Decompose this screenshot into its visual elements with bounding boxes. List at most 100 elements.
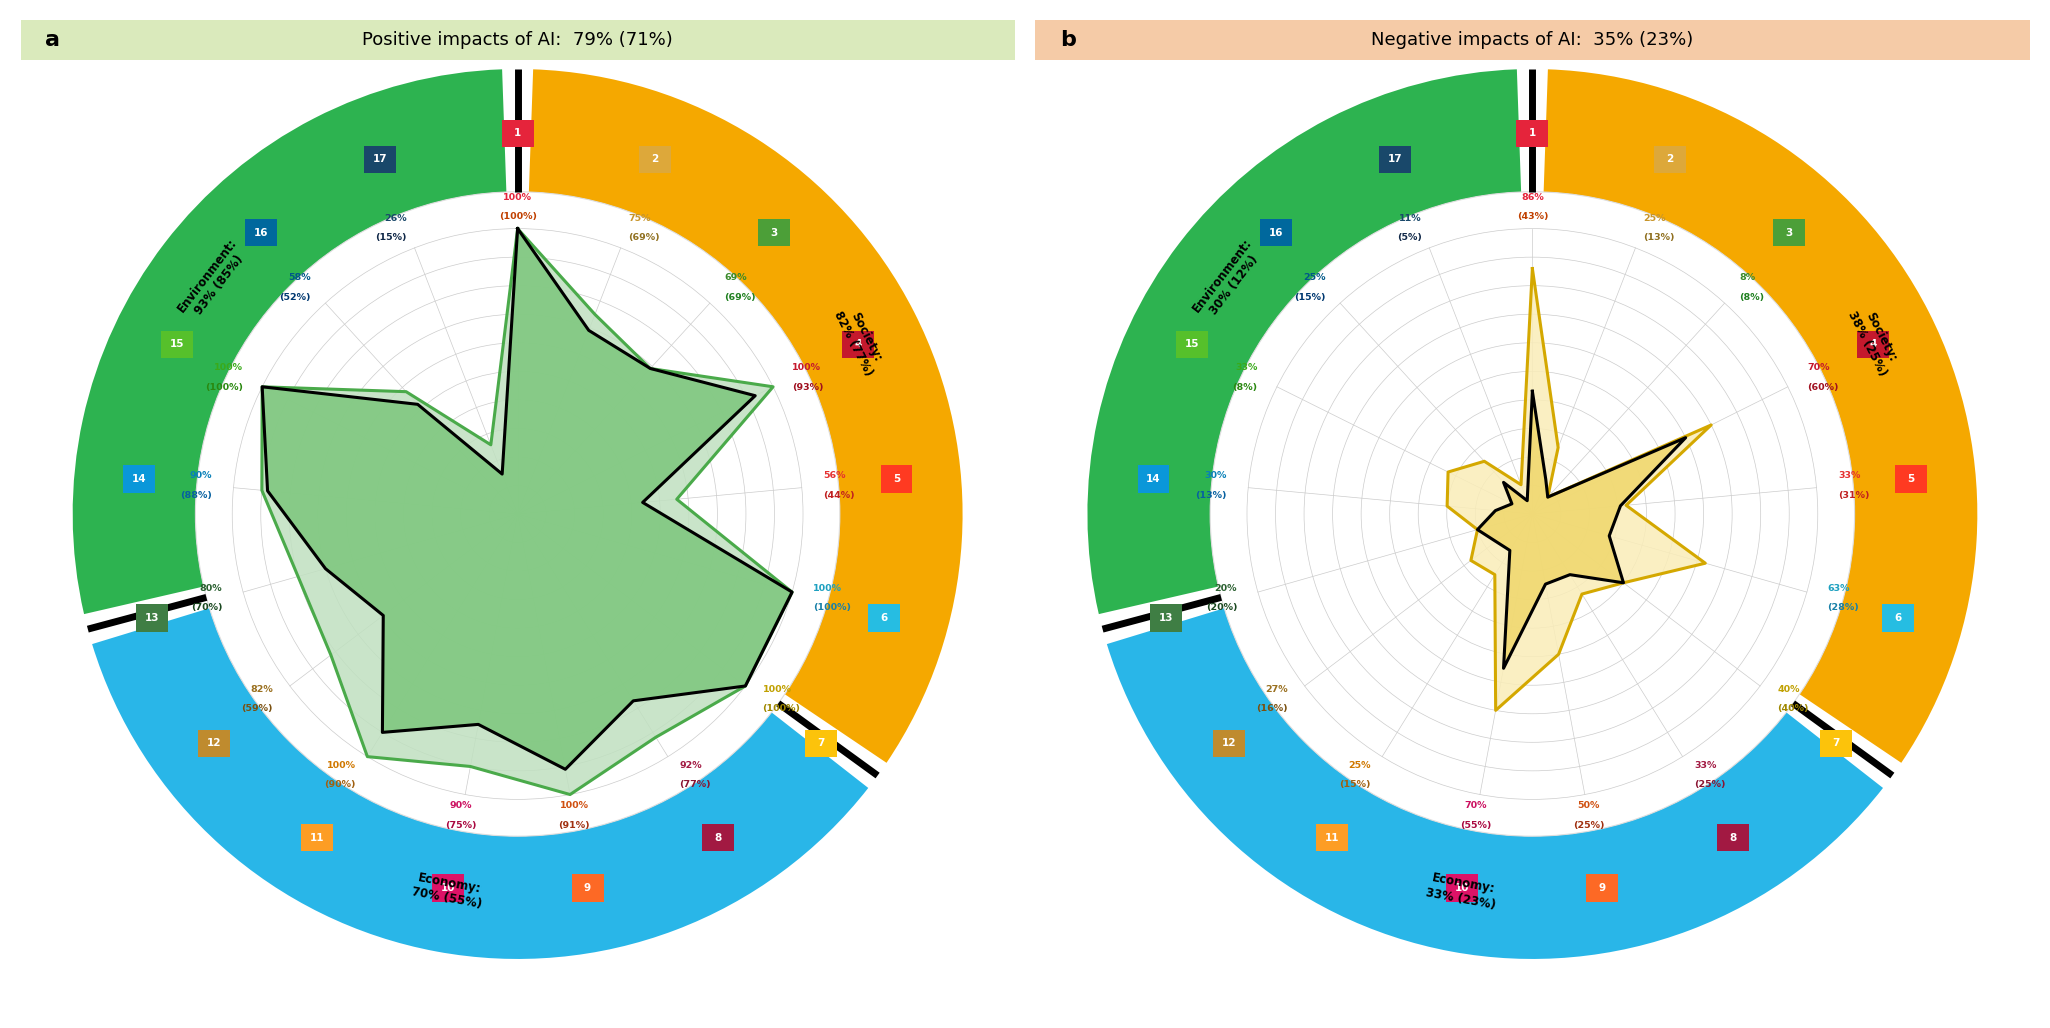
Text: 100%: 100% <box>328 761 357 770</box>
Text: 11: 11 <box>310 833 324 843</box>
Text: 58%: 58% <box>289 272 312 282</box>
FancyBboxPatch shape <box>572 875 603 902</box>
Text: (31%): (31%) <box>1839 491 1870 500</box>
FancyBboxPatch shape <box>162 331 193 358</box>
Text: Environment:
93% (85%): Environment: 93% (85%) <box>174 236 252 325</box>
Text: 30%: 30% <box>1205 472 1226 480</box>
Text: 16: 16 <box>254 228 269 237</box>
Wedge shape <box>1107 609 1884 959</box>
Text: b: b <box>1060 30 1076 50</box>
Text: (90%): (90%) <box>324 780 357 790</box>
Text: (70%): (70%) <box>191 603 223 613</box>
Text: 33%: 33% <box>1839 472 1859 480</box>
Polygon shape <box>1478 392 1685 668</box>
Text: 26%: 26% <box>383 214 406 222</box>
Text: Society:
38% (25%): Society: 38% (25%) <box>1845 302 1902 378</box>
Text: 8: 8 <box>713 833 722 843</box>
Text: 17: 17 <box>1388 154 1402 164</box>
Text: (13%): (13%) <box>1195 491 1226 500</box>
Text: 70%: 70% <box>1806 363 1829 372</box>
FancyBboxPatch shape <box>301 823 334 851</box>
Text: (69%): (69%) <box>724 293 756 301</box>
Text: (28%): (28%) <box>1827 603 1859 613</box>
Text: (55%): (55%) <box>1460 821 1492 830</box>
Text: (75%): (75%) <box>445 821 478 830</box>
Text: Society:
82% (77%): Society: 82% (77%) <box>830 302 888 378</box>
Wedge shape <box>1544 69 1978 763</box>
Polygon shape <box>262 228 791 795</box>
Text: 15: 15 <box>170 339 184 350</box>
Text: 25%: 25% <box>1644 214 1667 222</box>
Text: Environment:
30% (12%): Environment: 30% (12%) <box>1189 236 1267 325</box>
Text: (8%): (8%) <box>1738 293 1765 301</box>
FancyBboxPatch shape <box>1716 823 1749 851</box>
Text: 69%: 69% <box>724 272 746 282</box>
FancyBboxPatch shape <box>123 466 154 492</box>
FancyBboxPatch shape <box>1773 219 1804 247</box>
Text: 4: 4 <box>1870 339 1876 350</box>
Text: 10: 10 <box>1456 883 1470 893</box>
Text: (13%): (13%) <box>1644 233 1675 243</box>
FancyBboxPatch shape <box>1138 466 1168 492</box>
Text: 90%: 90% <box>451 801 472 810</box>
Text: 100%: 100% <box>502 193 533 201</box>
FancyBboxPatch shape <box>199 730 230 757</box>
Circle shape <box>1210 192 1855 836</box>
Text: 3: 3 <box>771 228 777 237</box>
Text: (77%): (77%) <box>679 780 711 790</box>
Text: 10: 10 <box>441 883 455 893</box>
FancyBboxPatch shape <box>1857 331 1888 358</box>
Text: 2: 2 <box>652 154 658 164</box>
Text: 100%: 100% <box>763 685 791 694</box>
Text: Economy:
70% (55%): Economy: 70% (55%) <box>410 871 486 912</box>
Text: (43%): (43%) <box>1517 213 1548 221</box>
Text: 4: 4 <box>855 339 861 350</box>
FancyBboxPatch shape <box>1316 823 1349 851</box>
Text: (15%): (15%) <box>375 233 406 243</box>
Wedge shape <box>529 69 963 763</box>
Text: Negative impacts of AI:  35% (23%): Negative impacts of AI: 35% (23%) <box>1371 31 1693 49</box>
Text: 92%: 92% <box>679 761 701 770</box>
Text: (60%): (60%) <box>1806 382 1839 392</box>
Text: 56%: 56% <box>824 472 847 480</box>
Text: 80%: 80% <box>199 584 223 593</box>
Text: 7: 7 <box>818 738 824 748</box>
FancyBboxPatch shape <box>135 604 168 632</box>
FancyBboxPatch shape <box>843 331 873 358</box>
Text: (100%): (100%) <box>812 603 851 613</box>
Text: (20%): (20%) <box>1205 603 1238 613</box>
Text: 7: 7 <box>1833 738 1839 748</box>
Wedge shape <box>92 609 869 959</box>
Text: Positive impacts of AI:  79% (71%): Positive impacts of AI: 79% (71%) <box>363 31 672 49</box>
Text: (91%): (91%) <box>558 821 590 830</box>
FancyBboxPatch shape <box>1214 730 1244 757</box>
FancyBboxPatch shape <box>758 219 789 247</box>
Text: 1: 1 <box>1529 128 1535 139</box>
Text: 75%: 75% <box>629 214 652 222</box>
Text: 3: 3 <box>1786 228 1792 237</box>
Text: 11%: 11% <box>1398 214 1421 222</box>
Text: 100%: 100% <box>791 363 822 372</box>
Text: 12: 12 <box>1222 738 1236 748</box>
Text: (25%): (25%) <box>1693 780 1726 790</box>
Text: 25%: 25% <box>1304 272 1326 282</box>
Text: 82%: 82% <box>250 685 273 694</box>
Text: (5%): (5%) <box>1396 233 1421 243</box>
Text: 27%: 27% <box>1265 685 1287 694</box>
FancyBboxPatch shape <box>806 730 836 757</box>
Text: 25%: 25% <box>1349 761 1371 770</box>
Text: 40%: 40% <box>1777 685 1800 694</box>
Polygon shape <box>1447 268 1712 710</box>
Text: 9: 9 <box>1599 883 1605 893</box>
Text: 90%: 90% <box>189 472 211 480</box>
Text: (15%): (15%) <box>1294 293 1326 301</box>
Polygon shape <box>262 228 791 769</box>
Text: 33%: 33% <box>1693 761 1716 770</box>
Text: 6: 6 <box>879 613 888 623</box>
FancyBboxPatch shape <box>502 120 533 147</box>
Text: (25%): (25%) <box>1572 821 1605 830</box>
Text: 5: 5 <box>894 474 900 484</box>
FancyBboxPatch shape <box>867 604 900 632</box>
FancyBboxPatch shape <box>1035 20 2030 60</box>
Text: 16: 16 <box>1269 228 1283 237</box>
